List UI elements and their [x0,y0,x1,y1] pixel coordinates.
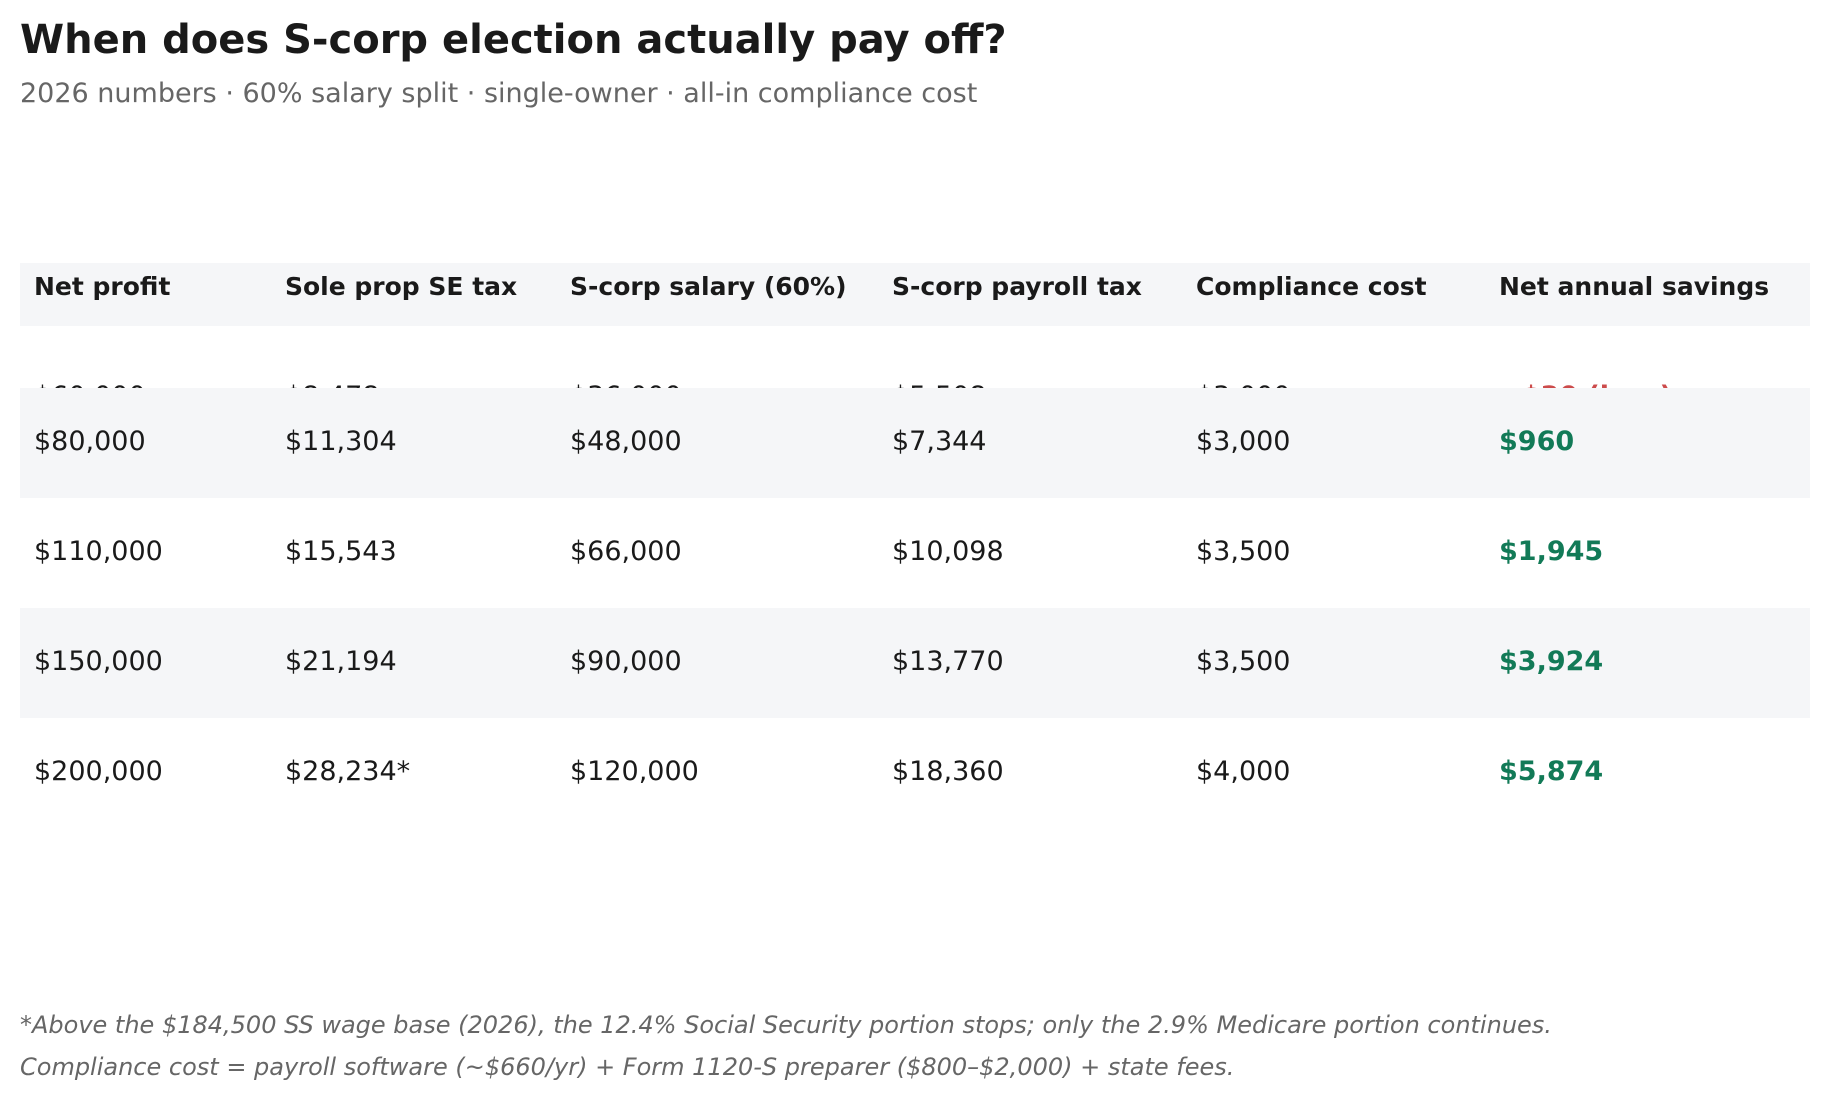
savings-table: Net profit Sole prop SE tax S-corp salar… [20,263,1810,828]
table-header-row: Net profit Sole prop SE tax S-corp salar… [20,263,1810,326]
cell-net-profit: $150,000 [34,646,163,677]
cell-net-annual-savings: $3,924 [1499,646,1604,677]
cell-s-corp-payroll-tax: $13,770 [892,646,1004,677]
cell-s-corp-payroll-tax: $10,098 [892,536,1004,567]
cell-compliance-cost: $4,000 [1196,756,1291,787]
cell-s-corp-salary: $120,000 [570,756,699,787]
cell-net-profit: $110,000 [34,536,163,567]
cell-net-annual-savings: $960 [1499,426,1575,457]
table-row: $200,000 $28,234* $120,000 $18,360 $4,00… [20,718,1810,828]
cell-s-corp-salary: $48,000 [570,426,682,457]
cell-sole-prop-se-tax: $21,194 [285,646,397,677]
column-header-s-corp-payroll-tax: S-corp payroll tax [892,272,1142,301]
table-row: $150,000 $21,194 $90,000 $13,770 $3,500 … [20,608,1810,718]
cell-s-corp-salary: $66,000 [570,536,682,567]
cell-net-profit: $80,000 [34,426,146,457]
column-header-compliance-cost: Compliance cost [1196,272,1427,301]
footnote-ss-wage-base: *Above the $184,500 SS wage base (2026),… [20,1011,1552,1039]
column-header-net-annual-savings: Net annual savings [1499,272,1770,301]
cell-net-profit: $200,000 [34,756,163,787]
column-header-s-corp-salary: S-corp salary (60%) [570,272,847,301]
column-header-sole-prop-se-tax: Sole prop SE tax [285,272,518,301]
cell-compliance-cost: $3,500 [1196,536,1291,567]
column-header-net-profit: Net profit [34,272,171,301]
cell-net-annual-savings: $1,945 [1499,536,1604,567]
cell-s-corp-payroll-tax: $18,360 [892,756,1004,787]
table-row: $80,000 $11,304 $48,000 $7,344 $3,000 $9… [20,388,1810,498]
cell-sole-prop-se-tax: $28,234* [285,756,411,787]
cell-net-annual-savings: $5,874 [1499,756,1604,787]
footnotes: *Above the $184,500 SS wage base (2026),… [20,1004,1552,1088]
cell-compliance-cost: $3,500 [1196,646,1291,677]
cell-sole-prop-se-tax: $15,543 [285,536,397,567]
table-row: $110,000 $15,543 $66,000 $10,098 $3,500 … [20,498,1810,608]
page-title: When does S-corp election actually pay o… [20,17,1007,63]
footnote-compliance-cost: Compliance cost = payroll software (~$66… [20,1053,1235,1081]
cell-compliance-cost: $3,000 [1196,426,1291,457]
cell-sole-prop-se-tax: $11,304 [285,426,397,457]
cell-s-corp-salary: $90,000 [570,646,682,677]
table-row: $60,000 $8,478 $36,000 $5,508 $3,000 −$3… [20,326,1810,412]
cell-s-corp-payroll-tax: $7,344 [892,426,987,457]
page-subtitle: 2026 numbers · 60% salary split · single… [20,78,978,109]
